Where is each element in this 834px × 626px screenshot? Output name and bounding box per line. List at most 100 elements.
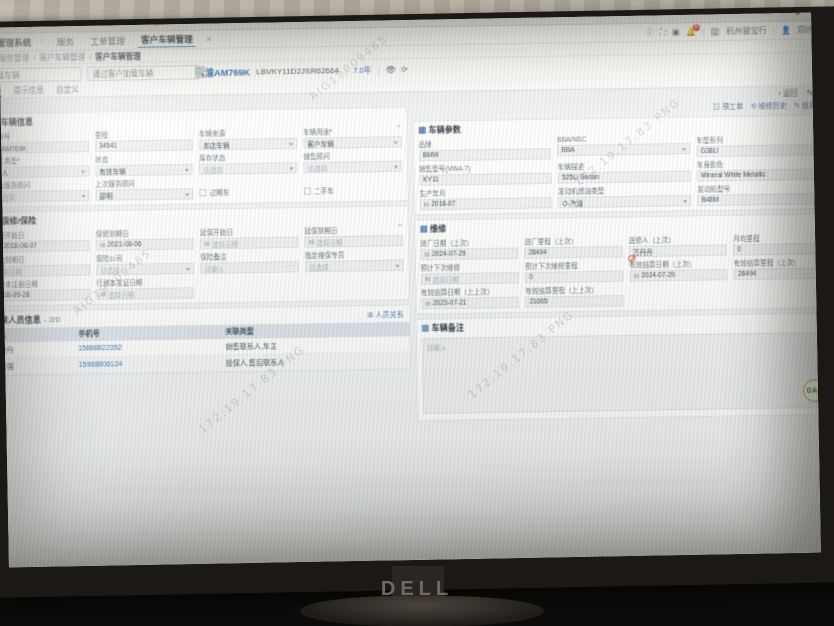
field-value[interactable]: Mineral White Metallic xyxy=(696,168,821,182)
field-value[interactable]: 请选择 xyxy=(199,162,298,175)
field-last-visit-mileage: 进厂里程（上次） 28494 xyxy=(524,235,623,259)
field-value[interactable]: B48M xyxy=(697,192,821,207)
value-text: 2023-07-21 xyxy=(432,299,467,308)
calendar-icon[interactable]: ▣ xyxy=(671,27,680,37)
field-label: 送修人（上次） xyxy=(628,237,676,245)
nav-tab-service[interactable]: 服务 xyxy=(56,36,75,47)
eye-icon[interactable]: 👁 xyxy=(385,64,397,74)
field-plate: 车牌号 渝AM769K xyxy=(0,130,89,154)
field-value[interactable]: 34541 xyxy=(94,139,193,153)
field-value[interactable]: ▤ 2021-08-06 xyxy=(95,238,195,251)
breadcrumb-item-0[interactable]: 服务管理 xyxy=(0,52,30,63)
field-value[interactable]: ▤ 选择日期 xyxy=(96,287,195,301)
field-value[interactable]: 请选择 xyxy=(303,160,402,174)
field-value[interactable]: BMW xyxy=(418,148,552,162)
more-icon[interactable]: ⋯ xyxy=(286,261,295,271)
favorites-icon[interactable]: ☆ xyxy=(779,13,787,18)
vehicle-params-fields: 品牌 BMW BBA/NSC BBA 车型系列 G38LI xyxy=(418,133,821,211)
field-mileage: 里程 34541 xyxy=(94,128,193,153)
refresh-icon[interactable]: ⟳ xyxy=(400,64,408,74)
profile-icon[interactable]: ◕ xyxy=(795,13,801,17)
field-value[interactable]: G38LI xyxy=(696,143,821,158)
pre-work-order-button[interactable]: ▤ 预工单 xyxy=(712,103,744,112)
field-next-service-mileage: 预计下次维修里程 0 xyxy=(524,259,624,284)
field-bba-nsc: BBA/NSC BBA xyxy=(557,135,691,159)
field-value[interactable]: 渝AM769K xyxy=(0,140,89,154)
back-label: 返回 xyxy=(782,88,799,98)
panel-title-text: 车辆备注 xyxy=(431,323,465,333)
field-value[interactable]: 28494 xyxy=(524,246,623,259)
field-label: 有效结算里程（上次） xyxy=(733,259,800,268)
field-value[interactable]: BBA xyxy=(557,143,691,157)
fullscreen-icon[interactable]: ⛶ xyxy=(660,27,666,37)
sub-tab-custom[interactable]: 自定义 xyxy=(56,85,80,95)
field-value[interactable]: 选择日期 xyxy=(0,264,90,278)
field-value[interactable]: 请输入 ⋯ xyxy=(200,261,299,274)
nav-tab-work-order[interactable]: 工单管理 xyxy=(90,35,125,46)
field-value[interactable]: 525Li Sedan xyxy=(557,170,691,184)
field-value[interactable]: 请选择 xyxy=(95,262,195,276)
gear-icon xyxy=(418,126,426,134)
field-value[interactable]: 万丹丹 xyxy=(628,244,728,258)
field-value[interactable]: 有效车辆 xyxy=(95,163,194,177)
field-value[interactable]: ▤ 选择日期 xyxy=(304,235,403,248)
field-value[interactable]: 邵明 xyxy=(95,188,194,201)
checkbox-expired-vehicle[interactable]: 过期车 xyxy=(199,184,297,200)
collapse-icon[interactable]: ⌃ xyxy=(395,123,403,134)
field-value[interactable]: 0 xyxy=(733,242,821,256)
breadcrumb-item-1[interactable]: 客户车辆管理 xyxy=(39,52,86,62)
info-icon[interactable]: ⓘ xyxy=(645,27,655,38)
field-label: 售后服务顾问 xyxy=(0,182,31,191)
user-name[interactable]: 郑炜 xyxy=(797,25,814,35)
field-value[interactable]: ▤ 2024-07-29 xyxy=(420,247,519,261)
repair-history-button[interactable]: ⟲ 维修历史 xyxy=(750,102,787,111)
customer-search-input[interactable] xyxy=(88,66,195,80)
field-value[interactable]: 个人 xyxy=(0,165,90,179)
field-value[interactable]: ▤ 2024-07-29 xyxy=(629,268,728,282)
field-spacer xyxy=(200,274,299,298)
field-value[interactable]: KY11 xyxy=(418,172,552,186)
field-value[interactable]: ▤ 选择日期 xyxy=(420,272,519,285)
nav-tab-customer-vehicle[interactable]: 客户车辆管理 xyxy=(137,31,196,48)
field-value[interactable]: ▤ 选择日期 xyxy=(200,236,299,250)
star-outline-icon[interactable]: ☆ xyxy=(764,13,772,18)
sub-tab-notice[interactable]: 提示信息 xyxy=(13,85,45,96)
sub-tab-info[interactable]: 信息 xyxy=(0,83,2,98)
back-button[interactable]: ‹ 返回 xyxy=(778,88,799,98)
customer-search-box[interactable]: 🔍 xyxy=(87,65,206,82)
checkbox-box[interactable] xyxy=(199,188,207,196)
search-icon[interactable]: 🔍 xyxy=(194,66,206,79)
cell-phone[interactable]: 15968806124 xyxy=(73,354,221,374)
field-label: 车辆用途 xyxy=(302,129,330,137)
vehicle-search-box[interactable]: 🔍 xyxy=(0,66,102,83)
field-status: 状态 有效车辆 xyxy=(95,153,194,177)
field-value[interactable]: ▤ 2023-07-21 xyxy=(420,296,520,310)
panel-title-text: 保修/保险 xyxy=(1,216,37,226)
checkbox-box[interactable] xyxy=(303,186,311,195)
field-value[interactable]: 请选择 xyxy=(0,189,90,203)
field-insurance-company: 保险公司 请选择 xyxy=(95,251,195,276)
field-label: 车型系列 xyxy=(696,137,723,145)
field-value[interactable]: 客户车辆 xyxy=(303,136,402,149)
field-value[interactable]: 21665 xyxy=(525,295,624,308)
checkbox-used-vehicle[interactable]: 二手车 xyxy=(303,182,402,198)
vehicle-search-input[interactable] xyxy=(0,67,92,82)
collapse-icon[interactable]: ⌃ xyxy=(396,222,404,233)
dealer-name[interactable]: 杭州骏宝行 xyxy=(726,26,767,36)
remark-textarea[interactable]: 请输入 DAS ⋯ xyxy=(421,331,821,415)
field-value[interactable]: O-汽油 xyxy=(558,194,692,209)
field-value[interactable]: 0 xyxy=(524,270,624,284)
add-contact-button[interactable]: ⊞ 人员关系 xyxy=(367,311,404,319)
field-value[interactable]: 2018-09-28 xyxy=(0,288,91,302)
field-value[interactable]: ▤ 2018-07 xyxy=(419,197,553,211)
calendar-icon: ▤ xyxy=(424,276,431,283)
field-value[interactable]: 请选择 xyxy=(304,259,404,273)
field-warranty-start: 保修开始日 ▤2018-08-07 xyxy=(0,229,90,253)
field-value[interactable]: ▤2018-08-07 xyxy=(0,239,90,253)
field-value[interactable]: 本店车辆 xyxy=(198,137,298,151)
nav-tab-close-icon[interactable]: ✕ xyxy=(205,36,212,44)
field-value[interactable]: 28494 xyxy=(733,267,821,281)
bell-icon[interactable]: 🔔 9 xyxy=(686,24,700,36)
contacts-table: 姓名 手机号 关联类型 万丹丹 15888822352 销售联系人,车主 xyxy=(0,321,410,376)
